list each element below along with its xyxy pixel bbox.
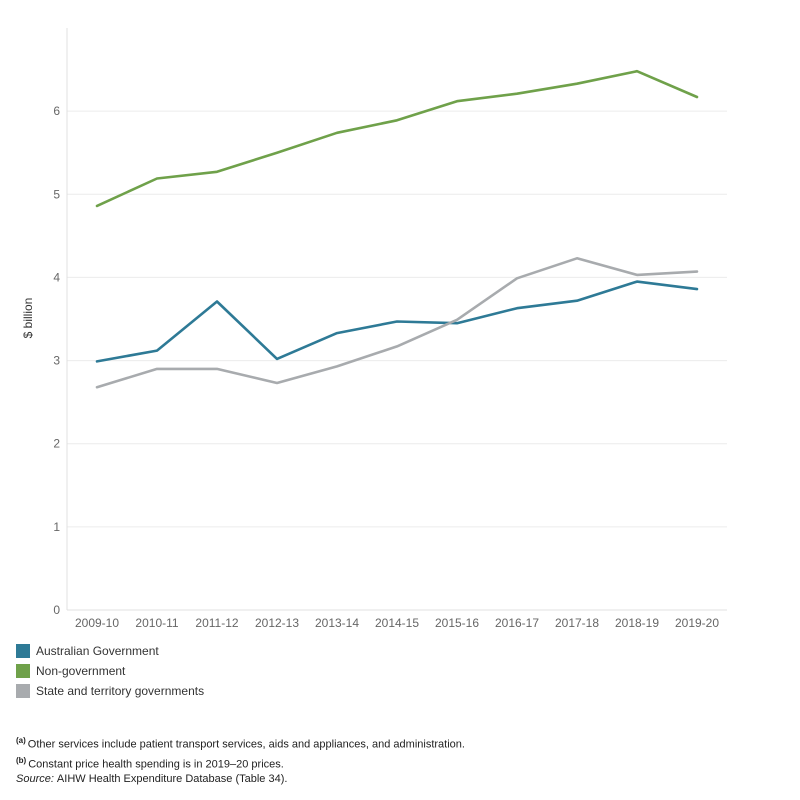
- legend-swatch: [16, 644, 30, 658]
- legend-item-australian-government[interactable]: Australian Government: [16, 641, 204, 661]
- x-axis-ticks: 2009-10 2010-11 2011-12 2012-13 2013-14 2014-…: [75, 616, 719, 630]
- legend-label: State and territory governments: [36, 684, 205, 698]
- legend-item-non-government[interactable]: Non-government: [16, 661, 204, 681]
- line-chart: 0 1 2 3 4 5 6 2009-10 2010-11 2011-12 2012-13 2013…: [21, 28, 727, 630]
- x-tick-label: 2019-20: [675, 616, 719, 630]
- series-lines: [95, 69, 699, 389]
- x-tick-label: 2011-12: [195, 616, 238, 630]
- y-tick-label: 3: [53, 354, 60, 368]
- x-tick-label: 2018-19: [615, 616, 659, 630]
- legend-swatch: [16, 664, 30, 678]
- x-tick-label: 2012-13: [255, 616, 299, 630]
- y-tick-label: 2: [53, 437, 60, 451]
- x-tick-label: 2009-10: [75, 616, 119, 630]
- y-tick-label: 1: [53, 520, 60, 534]
- series-line-2[interactable]: [95, 256, 699, 389]
- legend-label: Non-government: [36, 664, 126, 678]
- legend: Australian Government Non-government Sta…: [16, 641, 204, 701]
- x-tick-label: 2015-16: [435, 616, 479, 630]
- legend-swatch: [16, 684, 30, 698]
- x-tick-label: 2016-17: [495, 616, 539, 630]
- y-tick-label: 6: [53, 104, 60, 118]
- footnotes: (a) Other services include patient transp…: [16, 733, 465, 787]
- series-line-1[interactable]: [95, 69, 699, 208]
- footnote-b: (b) Constant price health spending is in …: [16, 755, 284, 771]
- legend-item-state-territory[interactable]: State and territory governments: [16, 681, 204, 701]
- y-axis-title: $ billion: [21, 298, 35, 339]
- y-tick-label: 0: [53, 603, 60, 617]
- legend-label: Australian Government: [36, 644, 159, 658]
- y-axis-ticks: 0 1 2 3 4 5 6: [53, 104, 60, 617]
- x-tick-label: 2017-18: [555, 616, 599, 630]
- x-tick-label: 2014-15: [375, 616, 419, 630]
- x-tick-label: 2013-14: [315, 616, 359, 630]
- x-tick-label: 2010-11: [135, 616, 178, 630]
- source-note: Source: AIHW Health Expenditure Database …: [16, 773, 288, 786]
- footnote-a: (a) Other services include patient transp…: [16, 736, 465, 751]
- y-tick-label: 5: [53, 187, 60, 201]
- axes: [66, 28, 727, 611]
- y-tick-label: 4: [53, 270, 60, 284]
- gridlines: [67, 110, 727, 611]
